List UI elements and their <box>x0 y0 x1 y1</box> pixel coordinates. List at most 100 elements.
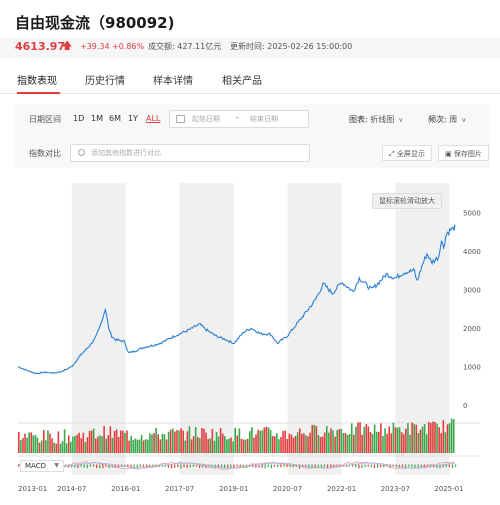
tab-history[interactable]: 历史行情 <box>85 76 125 87</box>
macd-bar <box>436 464 438 469</box>
volume-bar <box>47 430 49 453</box>
range-1y[interactable]: 1Y <box>128 114 138 123</box>
volume-bar <box>375 431 378 453</box>
macd-bar <box>264 464 266 469</box>
indicator-select[interactable]: MACD ▼ <box>20 460 64 472</box>
volume-bar <box>82 432 85 453</box>
tab-related-products[interactable]: 相关产品 <box>222 76 262 87</box>
index-chart[interactable]: 0 1000 2000 3000 4000 5000 2013-01 2014-07 2016-… <box>15 183 485 498</box>
macd-bar <box>414 464 416 469</box>
volume-bar <box>219 428 222 453</box>
macd-bar <box>270 464 273 469</box>
range-1m[interactable]: 1M <box>91 114 103 123</box>
volume-bar <box>217 436 220 453</box>
volume-bar <box>446 424 449 453</box>
volume-bar <box>305 435 307 453</box>
date-range-picker[interactable]: 起始日期 - 结束日期 <box>169 110 309 128</box>
volume-bar <box>76 434 78 453</box>
x-tick-label: 2025-01 <box>434 485 463 493</box>
volume-bar <box>51 438 53 453</box>
volume-bar <box>298 428 301 453</box>
volume-bar <box>442 420 445 453</box>
y-tick-label: 4000 <box>463 248 481 256</box>
volume-bar <box>398 427 401 453</box>
volume-bar <box>419 429 422 453</box>
volume-bar <box>97 436 99 453</box>
macd-bar <box>152 464 154 468</box>
volume-bar <box>417 433 420 453</box>
macd-bar <box>117 464 120 469</box>
tab-sample-details[interactable]: 样本详情 <box>153 76 193 87</box>
volume-bar <box>286 439 289 453</box>
volume-bar <box>425 434 428 453</box>
volume-bar <box>348 433 351 453</box>
volume-bar <box>115 429 118 453</box>
volume-bar <box>215 432 218 453</box>
volume-bar <box>45 440 47 453</box>
volume-bar <box>444 432 447 453</box>
macd-bar <box>133 464 135 468</box>
frequency-select[interactable]: 频次: 周 ∨ <box>428 114 466 125</box>
macd-bar <box>361 464 363 468</box>
volume-bar <box>180 428 182 453</box>
volume-bar <box>236 435 239 453</box>
chart-type-value: 折线图 <box>370 115 395 124</box>
volume-bar <box>271 435 274 453</box>
range-all[interactable]: ALL <box>146 114 161 123</box>
macd-bar <box>177 464 179 467</box>
date-separator: - <box>236 113 239 122</box>
chevron-down-icon: ∨ <box>461 116 467 124</box>
time-band <box>395 183 450 475</box>
volume-bar <box>132 440 135 453</box>
volume-bar <box>34 434 37 453</box>
volume-bar <box>53 442 55 453</box>
macd-bar <box>405 464 407 469</box>
macd-bar <box>124 464 126 467</box>
volume-bar <box>323 432 326 453</box>
volume-bar <box>263 427 266 453</box>
end-date-input[interactable]: 结束日期 <box>250 115 278 123</box>
volume-bar <box>432 421 434 453</box>
page-title: 自由现金流（980092) <box>15 14 175 32</box>
macd-bar <box>351 464 354 467</box>
macd-bar <box>364 464 366 468</box>
chart-type-select[interactable]: 图表: 折线图 ∨ <box>349 114 403 125</box>
volume-bar <box>355 426 357 453</box>
volume-bar <box>296 432 299 453</box>
start-date-input[interactable]: 起始日期 <box>192 115 220 123</box>
volume-bar <box>61 441 64 453</box>
volume-bar <box>201 427 203 453</box>
macd-bar <box>145 464 148 468</box>
x-tick-label: 2019-01 <box>219 485 248 493</box>
volume-bar <box>90 430 93 453</box>
volume-bar <box>350 423 353 453</box>
volume-bar <box>165 439 168 453</box>
range-1d[interactable]: 1D <box>73 114 85 123</box>
volume-bar <box>107 435 110 453</box>
volume-bar <box>42 429 45 453</box>
macd-bar <box>311 464 313 468</box>
save-image-button[interactable]: ▣ 保存图片 <box>438 145 489 161</box>
macd-bar <box>411 464 413 468</box>
volume-bar <box>405 428 407 453</box>
fullscreen-button[interactable]: ⤢ 全屏显示 <box>382 145 432 161</box>
range-6m[interactable]: 6M <box>109 114 121 123</box>
macd-bar <box>248 464 251 467</box>
macd-bar <box>273 464 276 467</box>
volume-bar <box>421 426 424 453</box>
tab-index-performance[interactable]: 指数表现 <box>17 76 57 87</box>
macd-bar <box>220 464 223 468</box>
volume-bar <box>213 440 216 453</box>
macd-bar <box>167 464 170 468</box>
volume-bar <box>242 439 245 453</box>
volume-bar <box>434 422 436 453</box>
update-time: 更新时间: 2025-02-26 15:00:00 <box>230 42 353 51</box>
zoom-hint-tooltip: 鼠标滚轮滑动放大 <box>372 193 442 209</box>
macd-bar <box>127 464 129 468</box>
volume-bar <box>307 436 309 453</box>
macd-bar <box>327 464 329 469</box>
volume-bar <box>411 422 413 453</box>
volume-bar <box>346 434 349 453</box>
compare-index-input[interactable]: 添加其他指数进行对比 <box>70 144 310 162</box>
macd-bar <box>308 464 310 468</box>
